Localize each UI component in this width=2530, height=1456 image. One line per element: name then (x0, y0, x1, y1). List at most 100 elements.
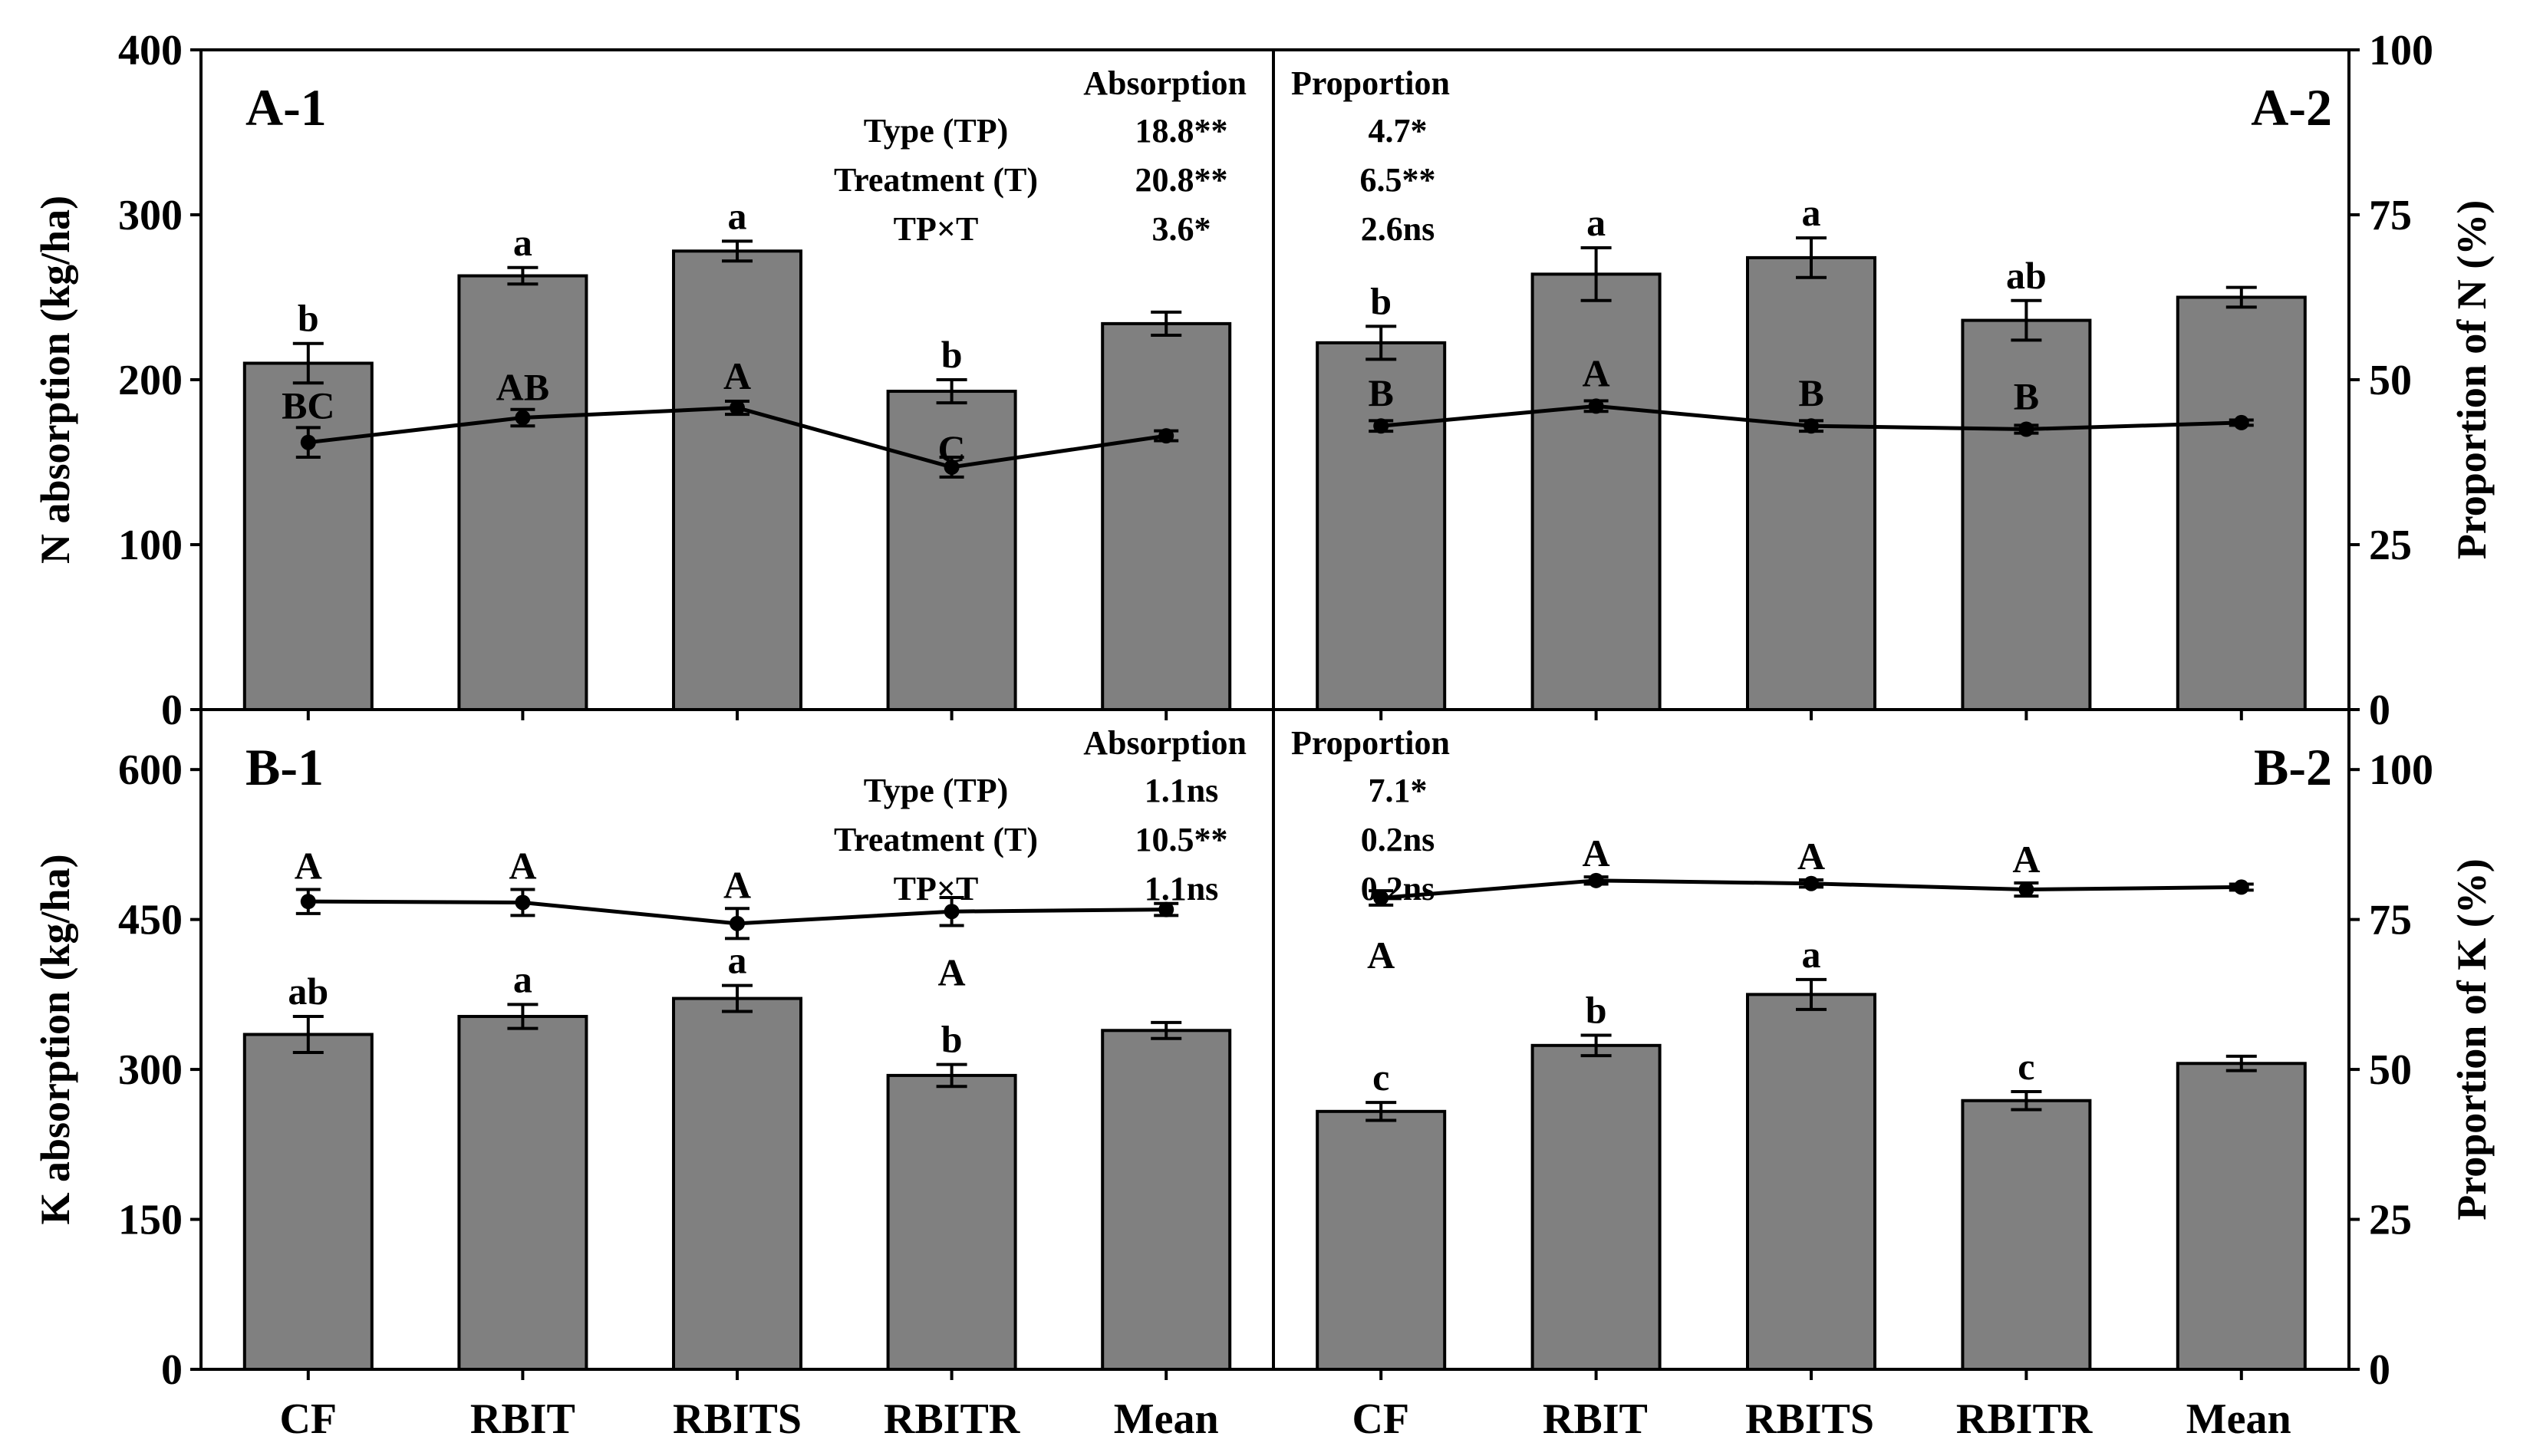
line-point (2233, 414, 2249, 430)
stats-value: 3.6* (1152, 210, 1211, 248)
anova-stats: Absorption Type (TP) 18.8** Treatment (T) 20… (834, 64, 1247, 248)
panel-label: B-2 (2254, 738, 2332, 796)
line-point (1804, 418, 1819, 434)
y-tick-label: 75 (2369, 192, 2412, 239)
y-tick-label: 75 (2369, 897, 2412, 944)
line-significance-letter: A (1797, 835, 1825, 878)
stats-row-label: Treatment (T) (834, 161, 1038, 199)
line-point (1158, 901, 1174, 917)
stats-header: Proportion (1291, 64, 1450, 102)
bar (1746, 993, 1876, 1371)
bar-significance-letter: ab (288, 970, 328, 1013)
line-point (1373, 418, 1389, 434)
line-point (2018, 421, 2034, 437)
y-axis-title: Proportion of N (%) (2449, 200, 2495, 559)
bar (1101, 1029, 1232, 1371)
panel-a-2: 0 25 50 75 100 Proportion of N (%) b a a ab B A B B A-… (1291, 27, 2495, 734)
panel-a-1: 0 100 200 300 400 N absorption (kg/ha) b a a b BC A… (32, 27, 1247, 734)
line-point (515, 410, 531, 426)
line-point (2233, 879, 2249, 895)
y-axis-title: K absorption (kg/ha) (32, 854, 78, 1224)
bar (457, 274, 588, 711)
bar (2176, 295, 2307, 711)
line-significance-letter: A (938, 950, 966, 993)
bar-significance-letter: b (1370, 279, 1392, 322)
y-tick-label: 0 (161, 1346, 183, 1394)
stats-value: 0.2ns (1361, 821, 1435, 858)
line-point (1588, 872, 1604, 888)
y-tick-label: 50 (2369, 1046, 2412, 1094)
x-category-label: RBITR (1956, 1395, 2093, 1443)
panel-label: A-1 (245, 78, 327, 137)
y-tick-label: 300 (118, 192, 183, 239)
x-category-label: Mean (1114, 1395, 1219, 1443)
bar (1101, 321, 1232, 711)
stats-value: 6.5** (1360, 161, 1436, 199)
panel-b-2: 0 25 50 75 100 Proportion of K (%) c b a c A A A A B-2… (1291, 724, 2495, 1394)
x-category-label: CF (1352, 1395, 1409, 1443)
stats-value: 0.2ns (1361, 870, 1435, 908)
line-significance-letter: A (1583, 351, 1610, 394)
bar-significance-letter: a (513, 957, 532, 1000)
anova-stats: Absorption Type (TP) 1.1ns Treatment (T) 10.… (834, 724, 1247, 908)
y-tick-label: 100 (2369, 746, 2433, 794)
line-significance-letter: A (723, 354, 751, 397)
line-point (944, 459, 960, 475)
bar-significance-letter: a (728, 194, 747, 237)
y-tick-label: 100 (118, 522, 183, 569)
y-tick-label: 200 (118, 357, 183, 404)
line-significance-letter: BC (282, 384, 334, 427)
bar-significance-letter: a (1802, 933, 1821, 976)
line-significance-letter: A (1583, 832, 1610, 875)
bar (672, 249, 802, 711)
stats-value: 18.8** (1135, 112, 1228, 150)
line-significance-letter: B (1798, 371, 1823, 414)
bar-significance-letter: c (1372, 1056, 1389, 1099)
stats-row-label: TP×T (894, 870, 979, 908)
line-significance-letter: AB (496, 366, 549, 409)
bar (1746, 255, 1876, 711)
line-significance-letter: A (723, 863, 751, 906)
bar (672, 996, 802, 1372)
stats-value: 1.1ns (1145, 772, 1219, 809)
bar (1316, 1109, 1447, 1372)
stats-row-label: Type (TP) (864, 772, 1009, 809)
line-significance-letter: B (1369, 371, 1394, 414)
anova-stats: Proportion 7.1* 0.2ns 0.2ns (1291, 724, 1450, 908)
panel-label: B-1 (245, 738, 324, 796)
y-tick-label: 600 (118, 746, 183, 794)
line-point (300, 894, 316, 910)
line-significance-letter: A (1367, 934, 1395, 977)
bar-significance-letter: a (1802, 191, 1821, 234)
line-point (730, 915, 745, 931)
y-tick-label: 25 (2369, 522, 2412, 569)
stats-value: 1.1ns (1145, 870, 1219, 908)
stats-value: 4.7* (1369, 112, 1428, 150)
line-point (730, 400, 745, 416)
line-significance-letter: A (295, 845, 322, 888)
x-category-label: RBIT (470, 1395, 575, 1443)
x-category-label: RBITS (673, 1395, 802, 1443)
line-significance-letter: C (938, 427, 966, 470)
bar (2176, 1062, 2307, 1371)
line-significance-letter: A (509, 845, 536, 888)
y-tick-label: 0 (2369, 687, 2390, 734)
stats-value: 10.5** (1135, 821, 1228, 858)
line-point (1373, 890, 1389, 906)
y-tick-label: 25 (2369, 1197, 2412, 1244)
stats-row-label: Treatment (T) (834, 821, 1038, 858)
x-category-label: CF (279, 1395, 337, 1443)
bar-significance-letter: b (941, 333, 963, 376)
y-axis-title: Proportion of K (%) (2449, 858, 2495, 1220)
stats-header: Proportion (1291, 724, 1450, 762)
y-tick-label: 450 (118, 897, 183, 944)
stats-value: 7.1* (1369, 772, 1428, 809)
bar (1961, 1099, 2092, 1372)
y-tick-label: 100 (2369, 27, 2433, 74)
stats-row-label: Type (TP) (864, 112, 1009, 150)
line-point (944, 904, 960, 920)
line-point (1804, 875, 1819, 891)
bar-significance-letter: c (2018, 1045, 2034, 1088)
